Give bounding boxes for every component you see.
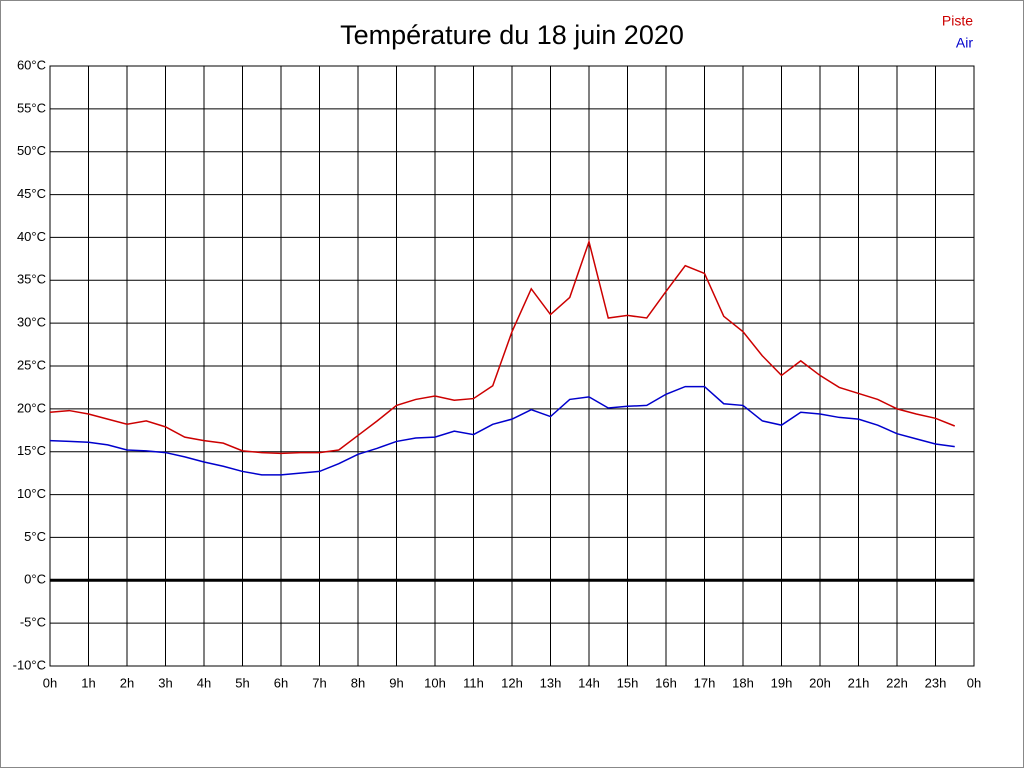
x-tick-label: 2h [120,675,134,690]
data-line [49,385,955,476]
x-tick-label: 10h [424,675,446,690]
x-tick-label: 3h [158,675,172,690]
x-tick-label: 14h [578,675,600,690]
legend-entry: Piste [942,13,973,29]
y-tick-label: 50°C [17,143,46,158]
legend-entry: Air [956,35,973,51]
x-tick-label: 1h [81,675,95,690]
x-tick-label: 4h [197,675,211,690]
chart-title: Température du 18 juin 2020 [340,20,684,50]
x-tick-label: 9h [389,675,403,690]
y-tick-label: 35°C [17,272,46,287]
x-tick-label: 7h [312,675,326,690]
y-tick-label: 10°C [17,486,46,501]
data-line [49,239,956,455]
x-tick-label: 17h [694,675,716,690]
y-tick-label: 25°C [17,357,46,372]
y-tick-label: 55°C [17,100,46,115]
y-tick-label: -10°C [13,657,46,672]
x-tick-label: 21h [848,675,870,690]
x-tick-label: 19h [771,675,793,690]
x-tick-label: 11h [463,675,484,690]
x-tick-label: 8h [351,675,365,690]
x-tick-label: 20h [809,675,831,690]
x-tick-label: 0h [43,675,57,690]
y-tick-label: 5°C [24,529,46,544]
y-tick-label: 60°C [17,57,46,72]
y-tick-label: 30°C [17,315,46,330]
y-tick-label: 40°C [17,229,46,244]
x-tick-label: 18h [732,675,754,690]
x-tick-label: 13h [540,675,562,690]
x-tick-label: 22h [886,675,908,690]
x-tick-label: 12h [501,675,523,690]
x-tick-label: 0h [967,675,981,690]
y-tick-label: 15°C [17,443,46,458]
y-tick-label: -5°C [20,615,46,630]
y-tick-label: 0°C [24,572,46,587]
x-tick-label: 23h [925,675,947,690]
y-tick-label: 45°C [17,186,46,201]
x-tick-label: 15h [617,675,639,690]
x-tick-label: 6h [274,675,288,690]
x-tick-label: 16h [655,675,677,690]
x-tick-label: 5h [235,675,249,690]
y-tick-label: 20°C [17,400,46,415]
